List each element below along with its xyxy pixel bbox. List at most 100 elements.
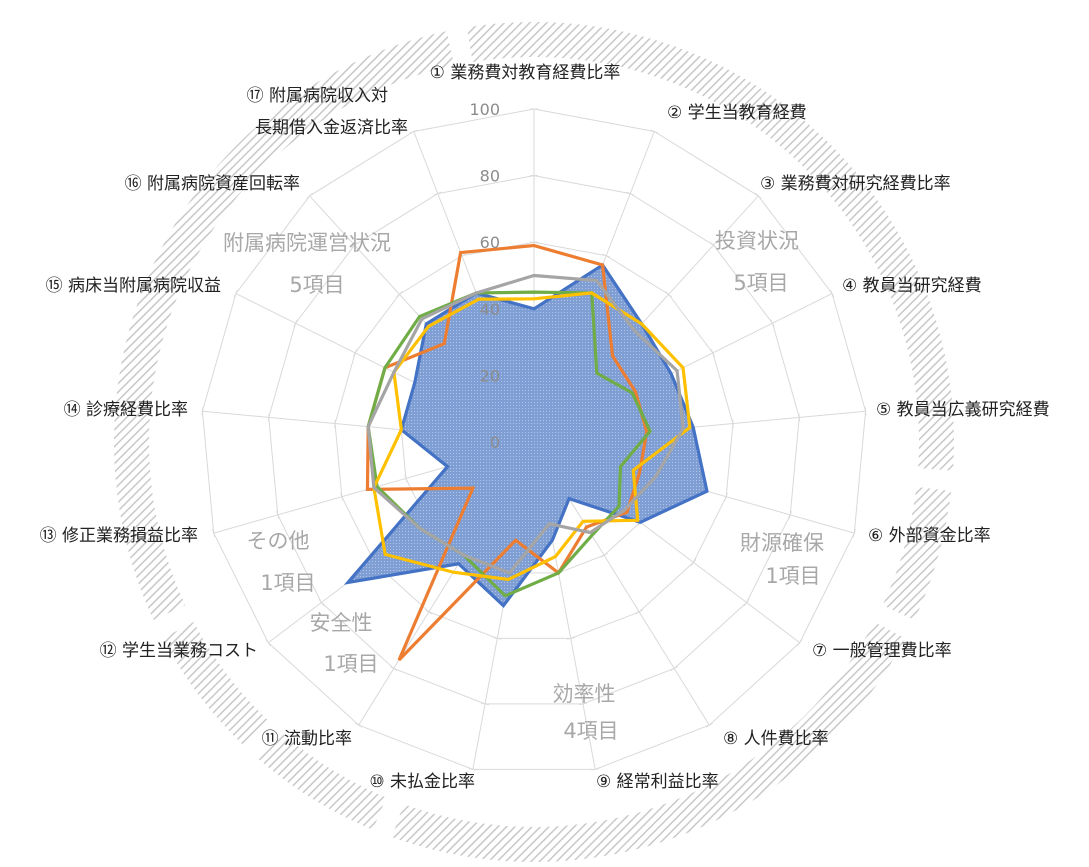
group-label: 投資状況 [715,229,799,253]
tick-label: 60 [480,233,500,252]
category-ring [113,21,954,862]
grid-tick [433,191,442,196]
tick-label: 40 [480,300,500,319]
axis-label: ⑭ 診療経費比率 [64,400,188,420]
axis-label: ⑧ 人件費比率 [723,729,829,749]
series-1-line [343,262,709,609]
grid-tick [852,529,856,538]
series-3-line [366,290,652,598]
axis-label: ① 業務費対教育経費比率 [430,63,621,83]
group-label: 5項目 [289,273,344,297]
grid-tick [352,349,358,357]
category-ring-segment [391,621,906,862]
grid-tick [481,702,490,706]
grid-tick [468,768,477,771]
axis-label: ⑯ 附属病院資産回転率 [125,174,300,194]
series-5-line [366,273,685,575]
grid-tick [670,665,678,672]
category-ring-segment [882,486,952,620]
grid-tick [306,192,313,199]
grid-tick [293,319,298,328]
grid-tick [690,558,697,566]
group-label: 安全性 [310,611,373,635]
grid-tick [591,768,600,771]
grid-tick [710,242,717,249]
grid-tick [796,639,803,647]
axis-label: ⑤ 教員当広義研究経費 [876,400,1050,420]
category-ring-segment [258,732,387,830]
axis-label: ⑫ 学生当業務コスト [100,641,258,661]
grid-tick [710,349,716,357]
group-label: 1項目 [765,564,820,588]
series-2-line [365,243,649,662]
grid-tick [864,407,867,416]
radial-tick-labels: 0 20 40 60 80 100 [469,100,500,452]
axis-label: ③ 業務費対研究経費比率 [760,174,951,194]
grid-tick [626,191,635,196]
grid-tick [340,492,344,501]
grid-tick [276,510,280,519]
grid-tick [566,637,575,640]
grid-tick [635,609,643,615]
grid-tick [788,510,792,519]
tick-label: 20 [480,366,500,385]
axis-label: 長期借入金返済比率 [255,118,408,138]
grid-tick [334,419,336,428]
category-ring-segment [162,621,268,746]
grid-tick [425,609,433,615]
grid-tick [578,702,587,706]
grid-tick [409,129,418,134]
axis-label: ⑮ 病床当附属病院収益 [46,276,221,296]
grid-tick [396,291,403,298]
axis-label: ⑬ 修正業務損益比率 [40,526,198,546]
grid-tick [318,599,325,607]
grid-ring [268,175,800,705]
series-layer [343,243,709,662]
grid-tick [265,639,272,647]
grid-tick [233,289,239,298]
grid-tick [201,407,204,416]
grid-ring [334,241,734,639]
grid-tick [705,722,713,728]
grid-tick [770,319,775,328]
grid-tick [355,722,363,728]
grid-tick [798,413,801,422]
grid-tick [390,665,398,672]
grid-tick [267,413,270,422]
grid-tick [404,474,408,483]
grid-tick [665,291,672,298]
axis-labels: ① 業務費対教育経費比率 ② 学生当教育経費 ③ 業務費対研究経費比率 ④ 教員当研究… [40,63,1050,792]
grid-tick [755,192,762,199]
tick-label: 0 [490,433,500,452]
axis-label: ⑩ 未払金比率 [369,772,475,792]
group-label: 1項目 [323,652,378,676]
category-ring-segment [113,31,455,620]
grid-tick [724,492,728,501]
group-label: 1項目 [260,571,315,595]
axis-label: ⑥ 外部資金比率 [868,526,991,546]
axis-label: ⑨ 経常利益比率 [596,772,719,792]
group-label: 附属病院運営状況 [223,231,391,255]
grid-tick [650,129,659,134]
grid-tick [829,289,835,298]
grid-tick [600,552,608,558]
group-label: 効率性 [553,682,616,706]
axis-label: ④ 教員当研究経費 [842,276,982,296]
tick-label: 100 [469,100,500,119]
grid-tick [493,637,502,640]
grid-tick [212,529,216,538]
grid-tick [732,419,734,428]
group-label: 4項目 [563,719,618,743]
tick-label: 80 [480,167,500,186]
group-label: 5項目 [733,271,788,295]
grid-tick [602,253,611,258]
group-label: その他 [247,529,310,553]
group-label: 財源確保 [740,531,824,555]
grid-tick [743,599,750,607]
axis-label: ⑰ 附属病院収入対 [247,86,388,106]
axis-label: ② 学生当教育経費 [667,103,807,123]
grid-tick [351,242,358,249]
axis-label: ⑪ 流動比率 [262,729,352,749]
